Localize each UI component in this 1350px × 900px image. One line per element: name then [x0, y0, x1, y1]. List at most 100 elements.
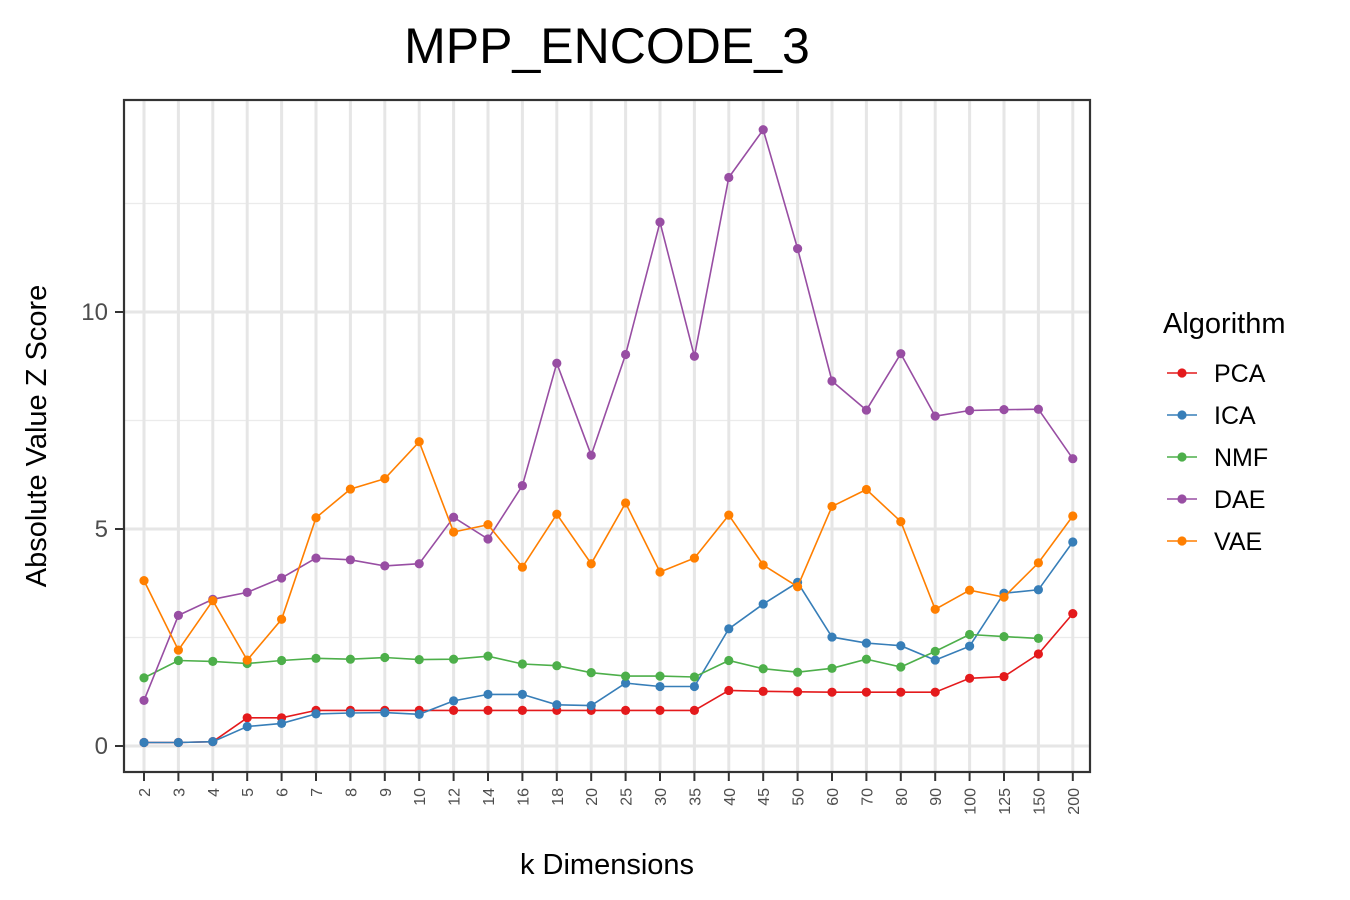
data-point-pca: [758, 686, 768, 696]
data-point-nmf: [277, 655, 287, 666]
legend-item-pca: PCA: [1167, 360, 1266, 388]
series-nmf: [139, 629, 1043, 683]
data-point-pca: [483, 705, 493, 716]
data-point-nmf: [861, 654, 872, 664]
data-point-dae: [655, 217, 665, 227]
x-tick-label: 9: [378, 788, 395, 797]
x-tick-label: 6: [275, 788, 292, 797]
data-point-dae: [689, 351, 700, 361]
legend-item-nmf: NMF: [1167, 444, 1268, 472]
data-point-ica: [1033, 585, 1043, 595]
data-point-pca: [689, 705, 700, 716]
data-point-nmf: [621, 671, 631, 681]
panel-border: [122, 98, 1092, 774]
series-vae: [139, 437, 1078, 665]
data-point-ica: [724, 624, 734, 634]
data-point-pca: [1033, 649, 1043, 659]
data-point-nmf: [930, 646, 940, 656]
data-point-ica: [827, 632, 837, 642]
data-point-dae: [586, 450, 596, 460]
data-point-dae: [449, 512, 459, 522]
data-point-pca: [655, 705, 665, 716]
data-point-dae: [414, 559, 424, 569]
data-point-pca: [793, 687, 803, 697]
y-tick-label: 0: [95, 733, 108, 760]
x-tick-label: 10: [412, 788, 429, 806]
legend-title: Algorithm: [1163, 308, 1286, 340]
data-point-nmf: [689, 672, 700, 682]
x-tick-label: 60: [825, 788, 842, 806]
data-point-nmf: [655, 671, 665, 681]
legend-item-dae: DAE: [1167, 486, 1265, 514]
chart-title: MPP_ENCODE_3: [404, 18, 810, 74]
data-point-vae: [311, 513, 321, 523]
data-point-ica: [277, 718, 287, 729]
data-point-vae: [242, 655, 252, 665]
data-point-dae: [311, 553, 321, 563]
data-point-dae: [930, 411, 940, 421]
x-tick-label: 90: [928, 788, 945, 806]
data-point-nmf: [1033, 633, 1043, 643]
data-point-dae: [999, 405, 1009, 415]
x-tick-label: 35: [687, 788, 704, 806]
data-point-pca: [621, 705, 631, 716]
data-point-ica: [311, 709, 321, 719]
data-point-dae: [1068, 454, 1078, 464]
legend-swatch-point: [1177, 410, 1187, 420]
legend-swatch-point: [1177, 452, 1187, 462]
data-point-nmf: [999, 632, 1009, 642]
data-point-dae: [277, 573, 287, 583]
data-point-ica: [896, 641, 906, 651]
data-point-dae: [724, 172, 734, 183]
data-point-dae: [345, 555, 355, 565]
legend: PCA ICA NMF DAE VAE: [1167, 360, 1268, 556]
data-point-dae: [621, 349, 631, 360]
legend-label: DAE: [1214, 486, 1265, 514]
data-point-vae: [449, 527, 459, 537]
data-point-nmf: [414, 655, 424, 665]
data-point-vae: [793, 582, 803, 592]
data-point-pca: [930, 687, 940, 697]
legend-label: ICA: [1214, 402, 1256, 430]
data-point-dae: [173, 610, 183, 620]
data-point-nmf: [208, 656, 218, 666]
data-point-pca: [449, 705, 459, 716]
data-point-nmf: [896, 662, 906, 672]
data-point-nmf: [345, 654, 355, 664]
x-axis-title: k Dimensions: [520, 849, 694, 881]
x-tick-label: 200: [1066, 788, 1083, 815]
data-point-ica: [173, 737, 183, 748]
x-tick-label: 50: [791, 788, 808, 806]
data-point-nmf: [965, 629, 975, 640]
data-point-nmf: [173, 655, 183, 666]
legend-label: VAE: [1214, 528, 1262, 556]
grid-lines: [124, 100, 1090, 772]
data-point-vae: [345, 484, 355, 494]
data-point-vae: [517, 562, 528, 572]
legend-label: PCA: [1214, 360, 1266, 388]
x-tick-label: 14: [481, 788, 498, 806]
data-point-pca: [1068, 609, 1078, 619]
data-point-ica: [139, 737, 149, 748]
data-point-nmf: [586, 668, 596, 678]
data-point-vae: [758, 560, 768, 570]
data-point-ica: [380, 707, 390, 718]
legend-label: NMF: [1214, 444, 1268, 472]
x-tick-label: 5: [240, 788, 257, 797]
data-point-pca: [517, 705, 528, 716]
data-point-ica: [930, 655, 940, 665]
data-point-ica: [621, 678, 631, 688]
data-point-nmf: [827, 663, 837, 673]
data-point-ica: [414, 709, 424, 719]
data-point-vae: [208, 596, 218, 606]
data-point-vae: [173, 645, 183, 655]
data-point-vae: [1068, 511, 1078, 521]
data-point-vae: [689, 553, 700, 563]
data-point-vae: [586, 559, 596, 569]
series-line-pca: [144, 613, 1074, 744]
data-point-dae: [1033, 404, 1043, 414]
x-tick-label: 4: [206, 788, 223, 797]
data-point-dae: [861, 405, 872, 415]
y-tick-label: 5: [95, 516, 108, 543]
